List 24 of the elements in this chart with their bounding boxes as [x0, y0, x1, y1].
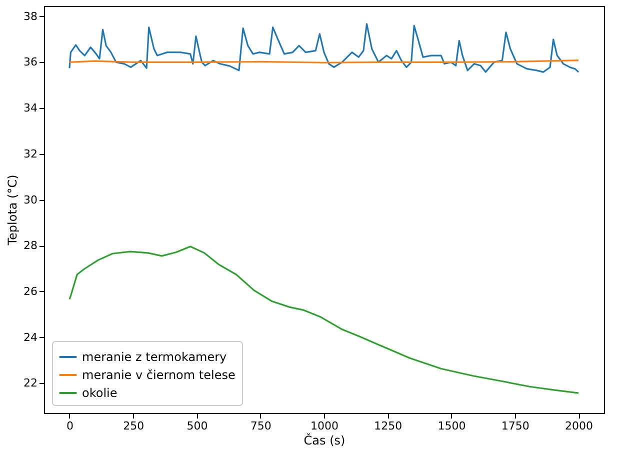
y-tick-label: 38: [24, 10, 38, 23]
x-tick-label: 750: [250, 420, 272, 432]
legend-label: okolie: [82, 386, 118, 400]
line-series: [68, 23, 580, 73]
x-tick-label: 1000: [310, 420, 338, 432]
y-axis-title: Teplota (°C): [6, 174, 20, 246]
y-tick-label: 22: [24, 376, 38, 390]
x-tick-label: 0: [66, 420, 74, 432]
x-tick-label: 1750: [501, 420, 530, 432]
y-tick-label: 28: [24, 239, 38, 252]
x-tick-label: 250: [123, 420, 144, 432]
y-tick-label: 36: [24, 56, 38, 69]
x-tick-label: 1250: [374, 420, 402, 432]
x-axis-title: Čas (s): [304, 432, 346, 448]
x-tick-label: 500: [186, 420, 208, 432]
legend-label: meranie z termokamery: [82, 350, 227, 364]
x-tick-label: 2000: [565, 420, 594, 432]
x-tick-label: 1500: [438, 420, 466, 432]
y-tick-label: 34: [24, 102, 38, 115]
y-tick-label: 32: [24, 147, 38, 160]
y-tick-label: 24: [24, 330, 38, 344]
y-tick-label: 30: [24, 193, 38, 206]
y-tick-label: 26: [24, 284, 38, 298]
legend-label: meranie v čiernom telese: [82, 368, 236, 382]
